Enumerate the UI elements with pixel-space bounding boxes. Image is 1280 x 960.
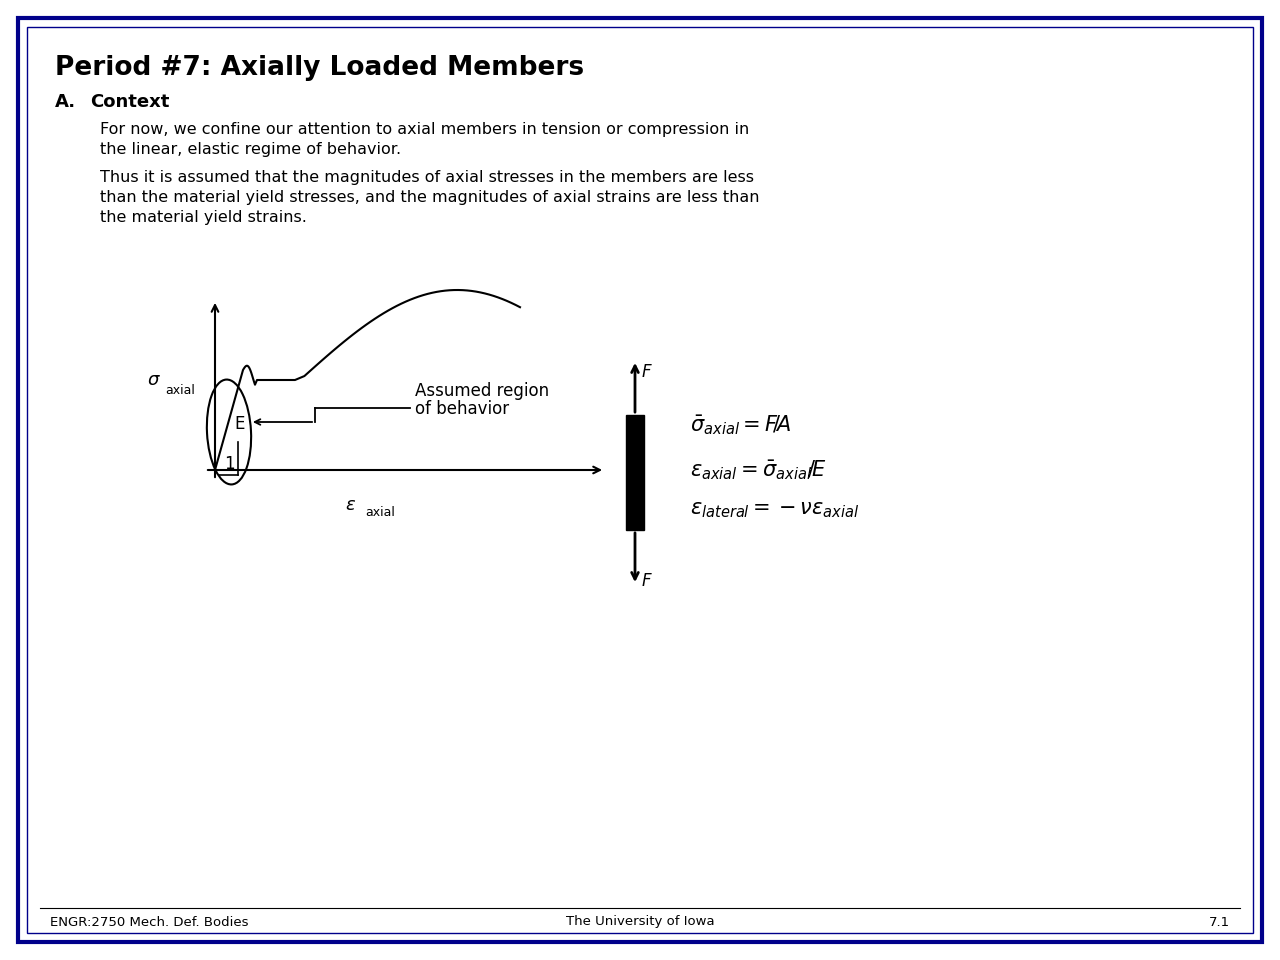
Text: $\varepsilon_{lateral} = -\nu\varepsilon_{axial}$: $\varepsilon_{lateral} = -\nu\varepsilon… (690, 500, 859, 520)
Text: of behavior: of behavior (415, 400, 509, 418)
Text: $\bar{\sigma}_{axial} = \mathit{F}\!/\!A$: $\bar{\sigma}_{axial} = \mathit{F}\!/\!A… (690, 413, 791, 437)
Text: 1: 1 (224, 455, 234, 473)
Text: the linear, elastic regime of behavior.: the linear, elastic regime of behavior. (100, 142, 401, 157)
Text: ENGR:2750 Mech. Def. Bodies: ENGR:2750 Mech. Def. Bodies (50, 916, 248, 928)
Text: 7.1: 7.1 (1208, 916, 1230, 928)
Text: $\varepsilon_{axial} = \bar{\sigma}_{axial}\!/\!E$: $\varepsilon_{axial} = \bar{\sigma}_{axi… (690, 458, 827, 482)
Text: Context: Context (90, 93, 169, 111)
Text: the material yield strains.: the material yield strains. (100, 210, 307, 225)
Bar (626, 415, 644, 530)
Text: $\varepsilon$: $\varepsilon$ (346, 496, 356, 514)
Text: Assumed region: Assumed region (415, 382, 549, 400)
Text: E: E (234, 415, 244, 433)
Text: Period #7: Axially Loaded Members: Period #7: Axially Loaded Members (55, 55, 584, 81)
Text: axial: axial (365, 506, 394, 518)
Text: axial: axial (165, 383, 195, 396)
Text: A.: A. (55, 93, 76, 111)
Text: $\sigma$: $\sigma$ (147, 371, 161, 389)
Text: Thus it is assumed that the magnitudes of axial stresses in the members are less: Thus it is assumed that the magnitudes o… (100, 170, 754, 185)
Text: F: F (643, 363, 652, 381)
Text: For now, we confine our attention to axial members in tension or compression in: For now, we confine our attention to axi… (100, 122, 749, 137)
Text: The University of Iowa: The University of Iowa (566, 916, 714, 928)
Text: F: F (643, 572, 652, 590)
Text: than the material yield stresses, and the magnitudes of axial strains are less t: than the material yield stresses, and th… (100, 190, 759, 205)
